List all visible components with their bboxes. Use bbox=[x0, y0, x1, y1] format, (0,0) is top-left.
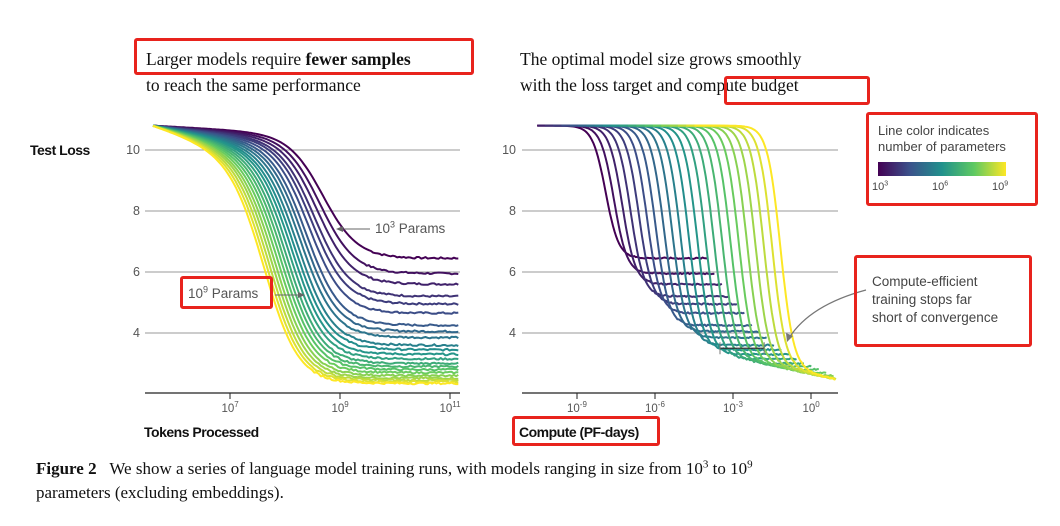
left-ytick-label: 4 bbox=[133, 326, 140, 340]
annotation-smallest-base: 10 bbox=[375, 221, 391, 236]
annotation-largest-base: 10 bbox=[188, 286, 204, 301]
right-xtick-label: 10-6 bbox=[645, 400, 665, 415]
left-series-line bbox=[152, 124, 459, 352]
left-heading-line2: to reach the same performance bbox=[146, 75, 361, 95]
left-chart-series bbox=[152, 124, 459, 386]
legend-title-line2: number of parameters bbox=[878, 139, 1006, 154]
left-series-line bbox=[152, 124, 459, 383]
right-ytick-label: 4 bbox=[509, 326, 516, 340]
x-axis-title-tokens: Tokens Processed bbox=[144, 424, 259, 440]
left-series-line bbox=[152, 124, 459, 372]
figure-caption: Figure 2 We show a series of language mo… bbox=[36, 457, 1036, 505]
arrow-head-compute-efficient bbox=[786, 333, 793, 342]
annotation-smallest-rest: Params bbox=[395, 221, 446, 236]
left-ytick-label: 10 bbox=[126, 143, 140, 157]
y-axis-title-test-loss: Test Loss bbox=[30, 142, 90, 158]
arrow-compute-efficient bbox=[788, 289, 867, 339]
caption-exp1: 3 bbox=[702, 458, 709, 471]
caption-label: Figure 2 bbox=[36, 459, 97, 478]
left-ytick-label: 8 bbox=[133, 204, 140, 218]
left-series-line bbox=[152, 125, 459, 386]
left-ytick-label: 6 bbox=[133, 265, 140, 279]
right-heading-text: with the loss target and bbox=[520, 75, 687, 95]
colorbar-ticks: 103 106 109 bbox=[872, 180, 1032, 196]
caption-text: We show a series of language model train… bbox=[109, 459, 703, 478]
left-heading-text: Larger models require bbox=[146, 49, 306, 69]
legend-title-line1: Line color indicates bbox=[878, 123, 990, 138]
left-xtick-label: 107 bbox=[221, 400, 239, 415]
arrow-head-largest bbox=[298, 292, 305, 298]
right-panel-heading: The optimal model size grows smoothly wi… bbox=[520, 46, 801, 98]
right-ytick-label: 6 bbox=[509, 265, 516, 279]
right-series-line bbox=[694, 124, 836, 381]
right-ytick-label: 10 bbox=[502, 143, 516, 157]
legend-title: Line color indicates number of parameter… bbox=[878, 123, 1006, 155]
left-series-line bbox=[152, 124, 459, 378]
colorbar-gradient bbox=[878, 162, 1006, 176]
colorbar-legend: Line color indicates number of parameter… bbox=[868, 114, 1036, 204]
x-axis-title-compute: Compute (PF-days) bbox=[519, 424, 639, 440]
right-heading-highlight-text: compute budget bbox=[686, 75, 799, 95]
left-heading-bold-text: fewer samples bbox=[305, 49, 411, 69]
right-chart-gridlines bbox=[522, 149, 838, 334]
right-xtick-label: 100 bbox=[802, 400, 820, 415]
left-xtick-label: 109 bbox=[331, 400, 349, 415]
annotation-compute-line2: training stops far bbox=[872, 292, 972, 307]
colorbar-tick-1e3: 103 bbox=[872, 180, 889, 193]
caption-exp2: 9 bbox=[747, 458, 753, 471]
right-xtick-label: 10-3 bbox=[723, 400, 743, 415]
left-series-line bbox=[152, 124, 459, 380]
right-heading-line1: The optimal model size grows smoothly bbox=[520, 49, 802, 69]
annotation-largest-rest: Params bbox=[208, 286, 259, 301]
chart-axes bbox=[145, 392, 838, 399]
left-series-line bbox=[152, 124, 459, 375]
arrow-head-smallest bbox=[336, 226, 343, 232]
colorbar-tick-1e9: 109 bbox=[992, 180, 1009, 193]
caption-text-mid: to 10 bbox=[708, 459, 748, 478]
left-panel-heading: Larger models require fewer samples to r… bbox=[146, 46, 411, 98]
caption-line2: parameters (excluding embeddings). bbox=[36, 483, 284, 502]
left-chart-gridlines bbox=[145, 149, 460, 334]
left-xtick-label: 1011 bbox=[439, 400, 461, 415]
colorbar-tick-1e6: 106 bbox=[932, 180, 949, 193]
right-xtick-label: 10-9 bbox=[567, 400, 587, 415]
annotation-compute-line3: short of convergence bbox=[872, 310, 999, 325]
annotation-compute-line1: Compute-efficient bbox=[872, 274, 978, 289]
right-chart-series bbox=[537, 124, 837, 381]
annotation-compute-efficient: Compute-efficient training stops far sho… bbox=[872, 273, 998, 327]
annotation-largest-exp: 9 bbox=[203, 284, 209, 295]
left-series-line bbox=[152, 124, 459, 276]
left-series-line bbox=[152, 124, 459, 384]
annotation-smallest-exp: 3 bbox=[390, 219, 396, 230]
annotation-largest-model: 109 Params bbox=[188, 284, 259, 302]
annotation-smallest-model: 103 Params bbox=[375, 219, 446, 237]
right-ytick-label: 8 bbox=[509, 204, 516, 218]
